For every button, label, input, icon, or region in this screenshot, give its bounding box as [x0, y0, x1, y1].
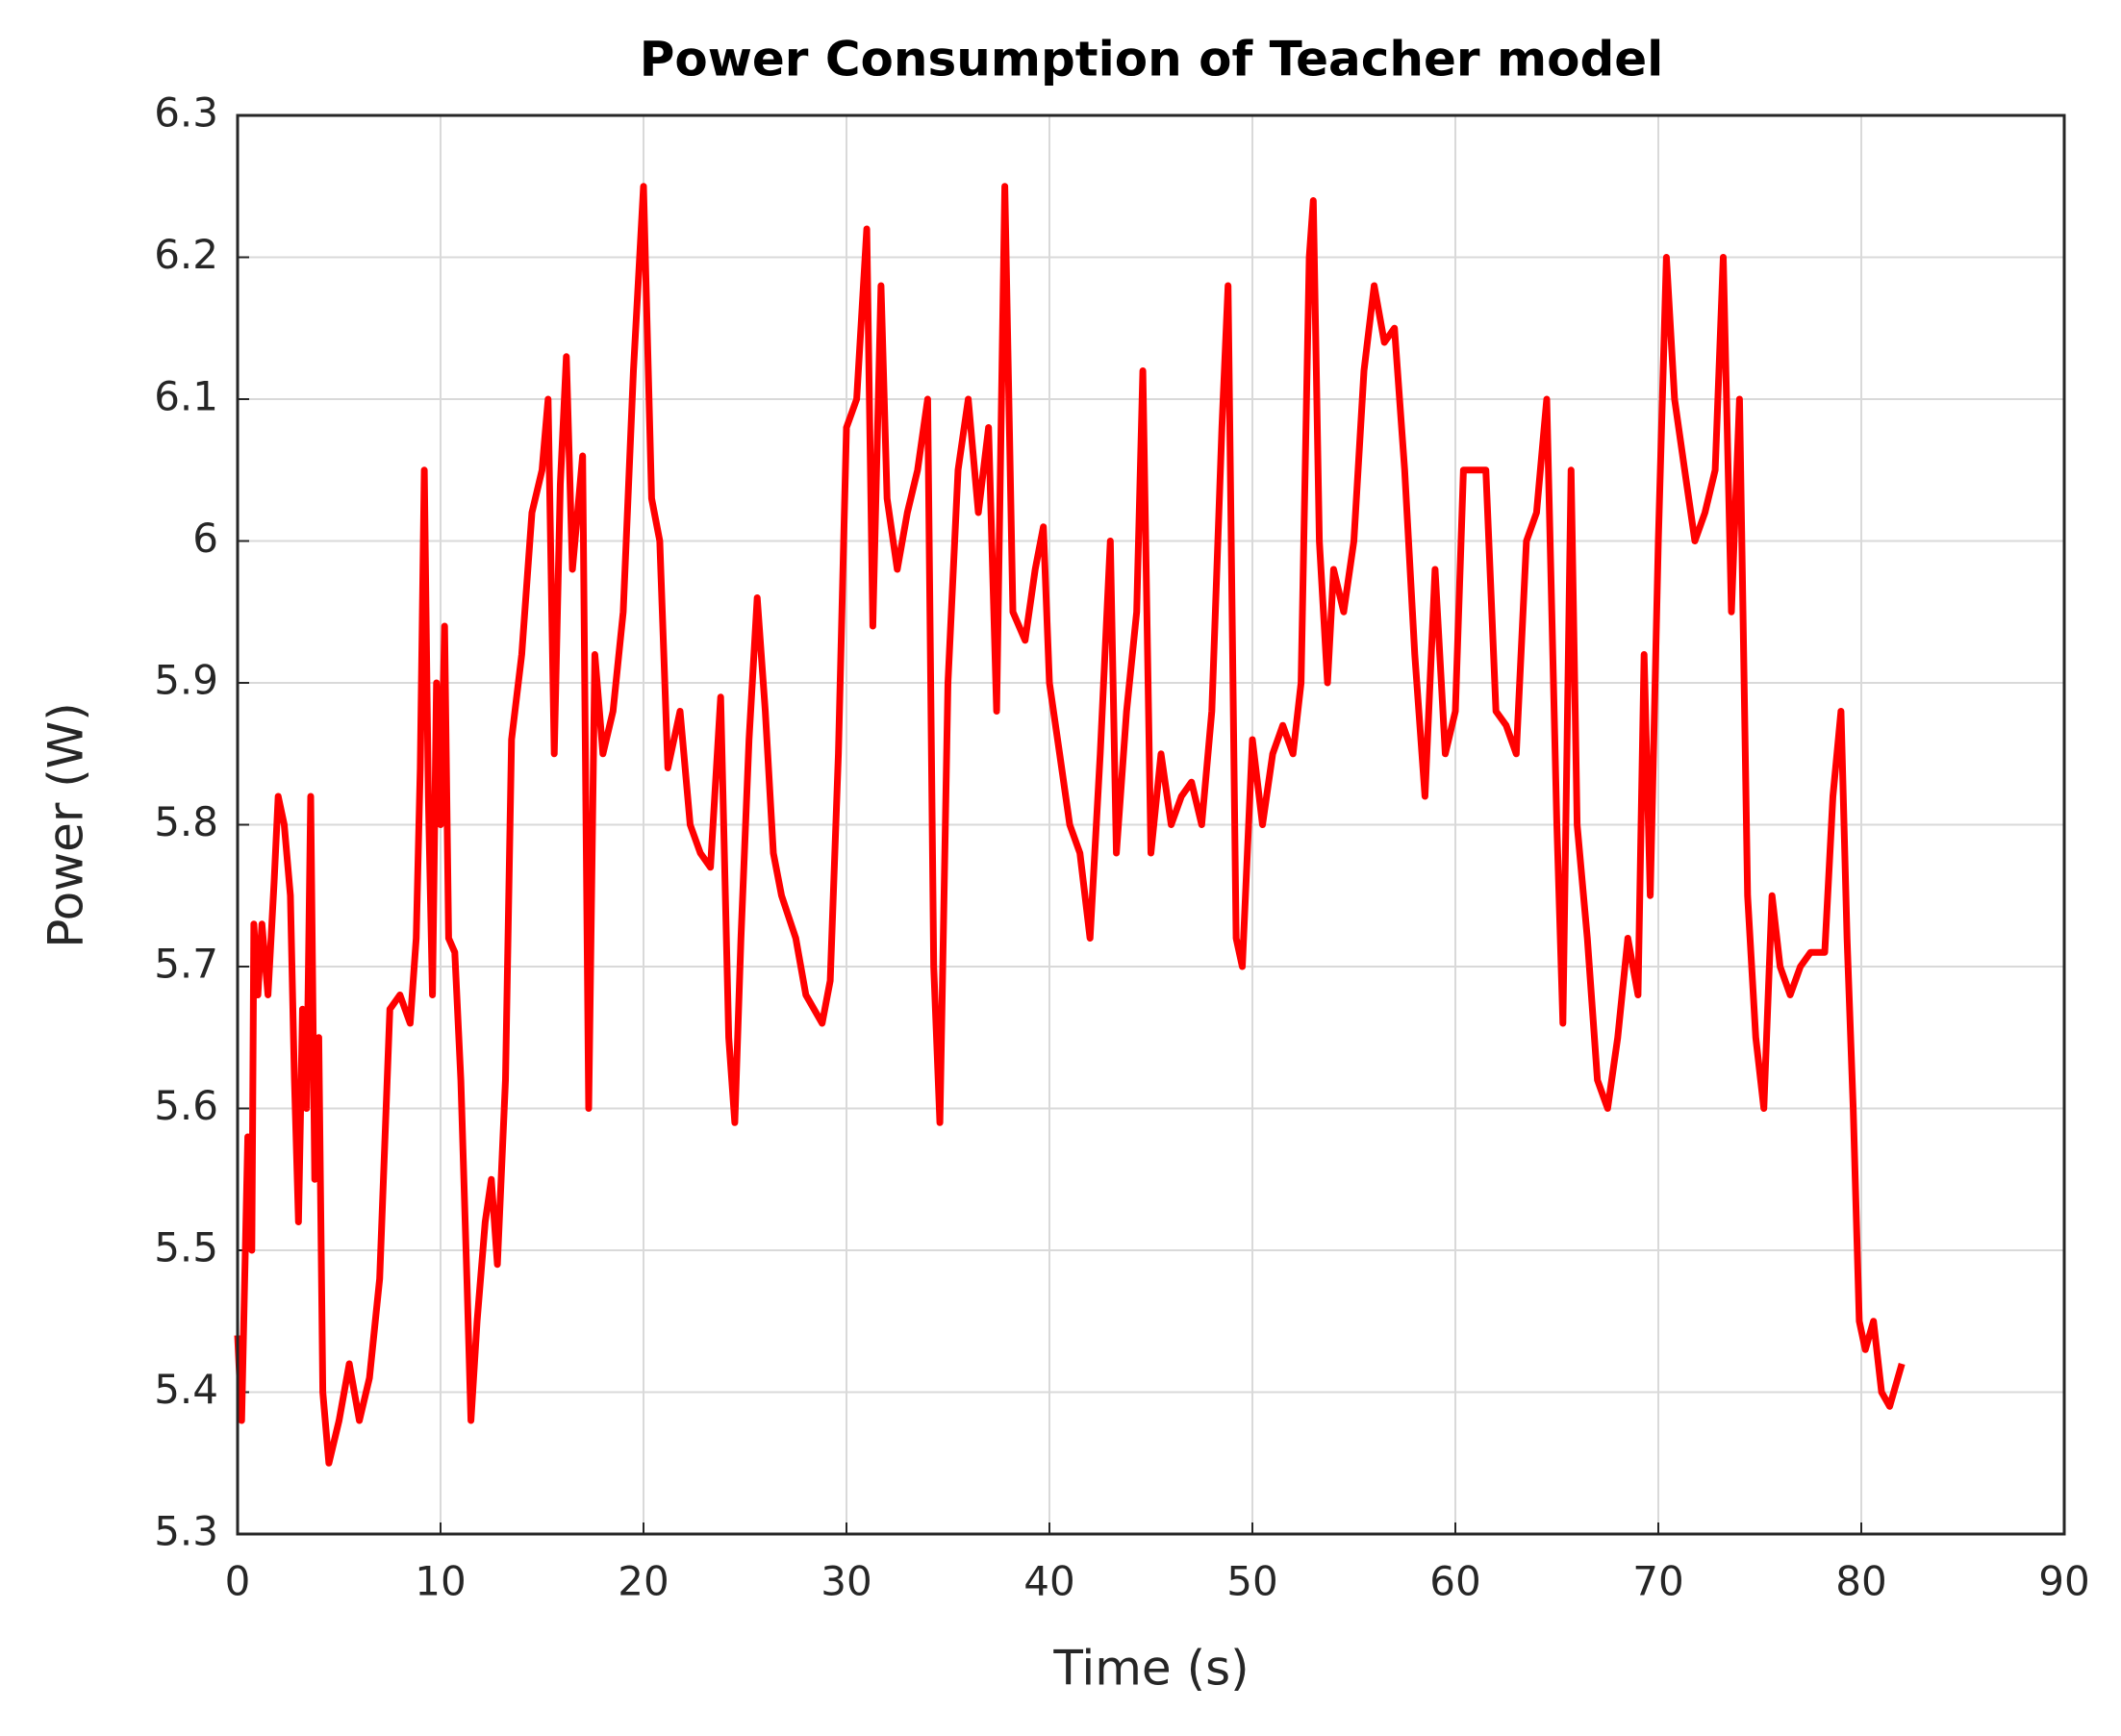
chart-title: Power Consumption of Teacher model	[640, 32, 1664, 88]
x-tick-label: 10	[415, 1558, 466, 1605]
y-tick-label: 6.3	[154, 89, 218, 137]
x-tick-label: 50	[1226, 1558, 1277, 1605]
y-tick-label: 5.4	[154, 1366, 218, 1413]
x-tick-label: 80	[1835, 1558, 1886, 1605]
x-tick-label: 70	[1632, 1558, 1683, 1605]
x-tick-label: 60	[1429, 1558, 1480, 1605]
y-tick-label: 6.1	[154, 373, 218, 420]
y-tick-label: 5.3	[154, 1508, 218, 1555]
y-tick-label: 6	[192, 515, 218, 562]
x-tick-label: 0	[225, 1558, 251, 1605]
x-tick-label: 40	[1023, 1558, 1074, 1605]
y-tick-label: 5.8	[154, 798, 218, 845]
x-tick-label: 30	[821, 1558, 871, 1605]
y-tick-label: 5.6	[154, 1082, 218, 1129]
x-tick-label: 20	[618, 1558, 669, 1605]
data-line	[234, 183, 1906, 1467]
y-tick-label: 5.5	[154, 1224, 218, 1271]
y-tick-label: 5.7	[154, 941, 218, 988]
plot-frame	[236, 113, 2066, 1536]
x-axis-label: Time (s)	[1052, 1641, 1249, 1697]
y-tick-label: 5.9	[154, 657, 218, 704]
y-tick-label: 6.2	[154, 231, 218, 278]
x-tick-label: 90	[2038, 1558, 2089, 1605]
y-axis-label: Power (W)	[38, 702, 94, 948]
